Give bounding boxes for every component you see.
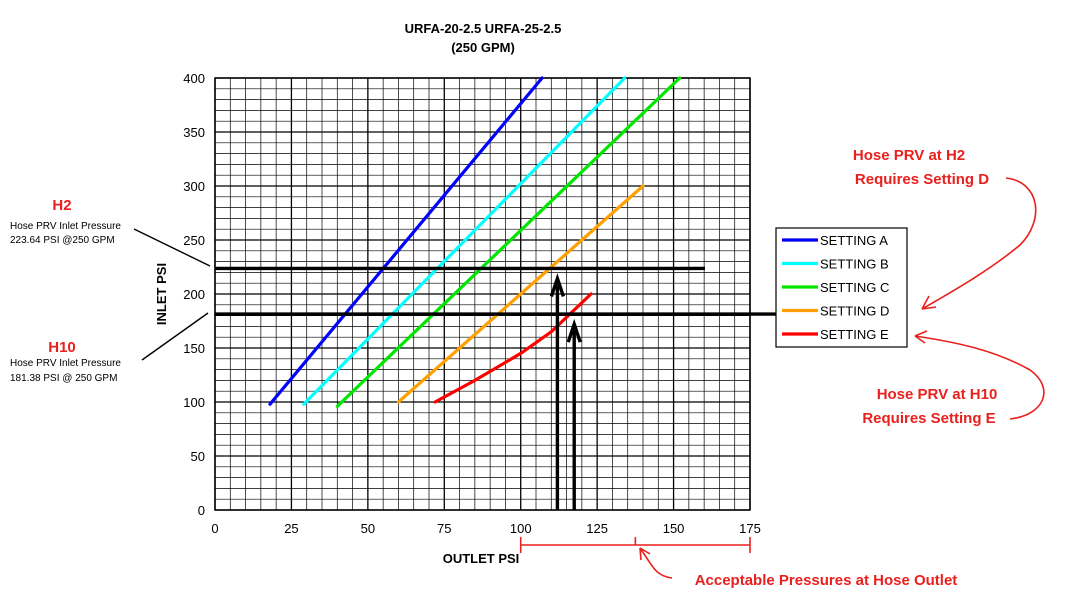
x-axis-label: OUTLET PSI bbox=[443, 551, 520, 566]
series-line-a bbox=[268, 76, 544, 406]
series-line-e bbox=[433, 292, 593, 404]
series-lines bbox=[268, 76, 682, 408]
acceptable-arrowhead bbox=[639, 547, 651, 561]
h2-pointer bbox=[133, 228, 211, 267]
h2-label: H2 bbox=[52, 197, 71, 214]
x-tick-label: 0 bbox=[211, 521, 218, 536]
y-tick-label: 50 bbox=[191, 449, 205, 464]
x-tick-label: 25 bbox=[284, 521, 298, 536]
reference-lines bbox=[215, 266, 780, 316]
x-tick-label: 100 bbox=[510, 521, 532, 536]
h2-desc-line2: 223.64 PSI @250 GPM bbox=[10, 235, 115, 246]
acceptable-range-bracket bbox=[519, 537, 751, 553]
x-tick-label: 50 bbox=[361, 521, 375, 536]
callout-h10-line1: Hose PRV at H10 bbox=[877, 386, 998, 403]
chart-subtitle: (250 GPM) bbox=[451, 40, 515, 55]
acceptable-arrow bbox=[639, 547, 673, 579]
y-tick-labels: 0 50 100 150 200 250 300 350 400 bbox=[183, 71, 205, 518]
callout-h2-line2: Requires Setting D bbox=[855, 171, 989, 188]
y-tick-label: 400 bbox=[183, 71, 205, 86]
legend-label: SETTING C bbox=[820, 280, 889, 295]
callout-h2-arrowhead bbox=[921, 295, 937, 310]
y-tick-label: 200 bbox=[183, 287, 205, 302]
y-axis-label: INLET PSI bbox=[154, 263, 169, 325]
h10-pointer bbox=[141, 312, 209, 361]
legend-label: SETTING E bbox=[820, 327, 889, 342]
legend-label: SETTING B bbox=[820, 257, 889, 272]
y-tick-label: 100 bbox=[183, 395, 205, 410]
callout-h2-line1: Hose PRV at H2 bbox=[853, 147, 965, 164]
x-tick-label: 175 bbox=[739, 521, 761, 536]
chart-title: URFA-20-2.5 URFA-25-2.5 bbox=[405, 21, 562, 36]
outlet-arrowhead-h2 bbox=[549, 273, 566, 298]
acceptable-label: Acceptable Pressures at Hose Outlet bbox=[695, 572, 958, 589]
callout-h10-arrow bbox=[914, 335, 1045, 420]
legend: SETTING A SETTING B SETTING C SETTING D SETT… bbox=[775, 227, 908, 348]
outlet-arrows bbox=[549, 273, 582, 510]
legend-label: SETTING A bbox=[820, 233, 888, 248]
plot-frame bbox=[214, 77, 751, 511]
y-tick-label: 350 bbox=[183, 125, 205, 140]
legend-items: SETTING A SETTING B SETTING C SETTING D SETT… bbox=[782, 233, 889, 342]
x-tick-labels: 0 25 50 75 100 125 150 175 bbox=[211, 521, 760, 536]
callout-h10-arrowhead bbox=[914, 330, 928, 344]
legend-label: SETTING D bbox=[820, 304, 889, 319]
x-tick-label: 125 bbox=[586, 521, 608, 536]
x-tick-label: 150 bbox=[663, 521, 685, 536]
callout-h2-arrow bbox=[921, 177, 1037, 310]
series-line-d bbox=[396, 184, 645, 404]
h10-desc-line2: 181.38 PSI @ 250 GPM bbox=[10, 373, 117, 384]
y-tick-label: 150 bbox=[183, 341, 205, 356]
y-tick-label: 300 bbox=[183, 179, 205, 194]
series-line-c bbox=[335, 76, 682, 408]
h10-desc-line1: Hose PRV Inlet Pressure bbox=[10, 358, 121, 369]
y-tick-label: 0 bbox=[198, 503, 205, 518]
x-tick-label: 75 bbox=[437, 521, 451, 536]
outlet-arrowhead-h10 bbox=[566, 318, 582, 343]
series-line-b bbox=[302, 76, 627, 406]
h10-label: H10 bbox=[48, 339, 76, 356]
h2-desc-line1: Hose PRV Inlet Pressure bbox=[10, 221, 121, 232]
y-tick-label: 250 bbox=[183, 233, 205, 248]
callout-h10-line2: Requires Setting E bbox=[862, 410, 995, 427]
